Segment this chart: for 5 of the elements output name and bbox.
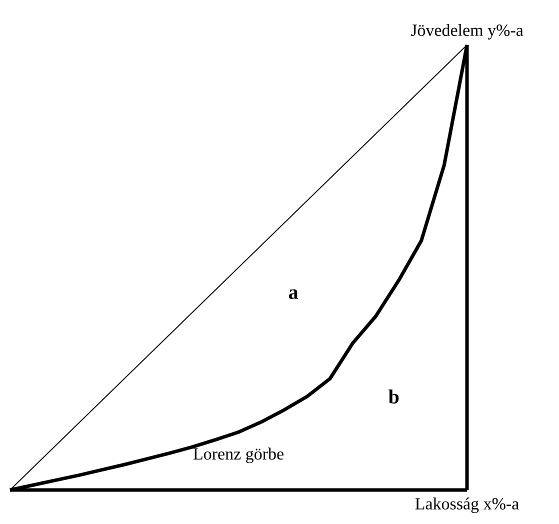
x-axis-title: Lakosság x%-a (415, 498, 519, 514)
series-label: Lorenz görbe (193, 448, 284, 464)
annotation: a (288, 289, 298, 299)
annotation: b (388, 390, 399, 404)
y-axis-title: Jövedelem y%-a (410, 24, 524, 40)
